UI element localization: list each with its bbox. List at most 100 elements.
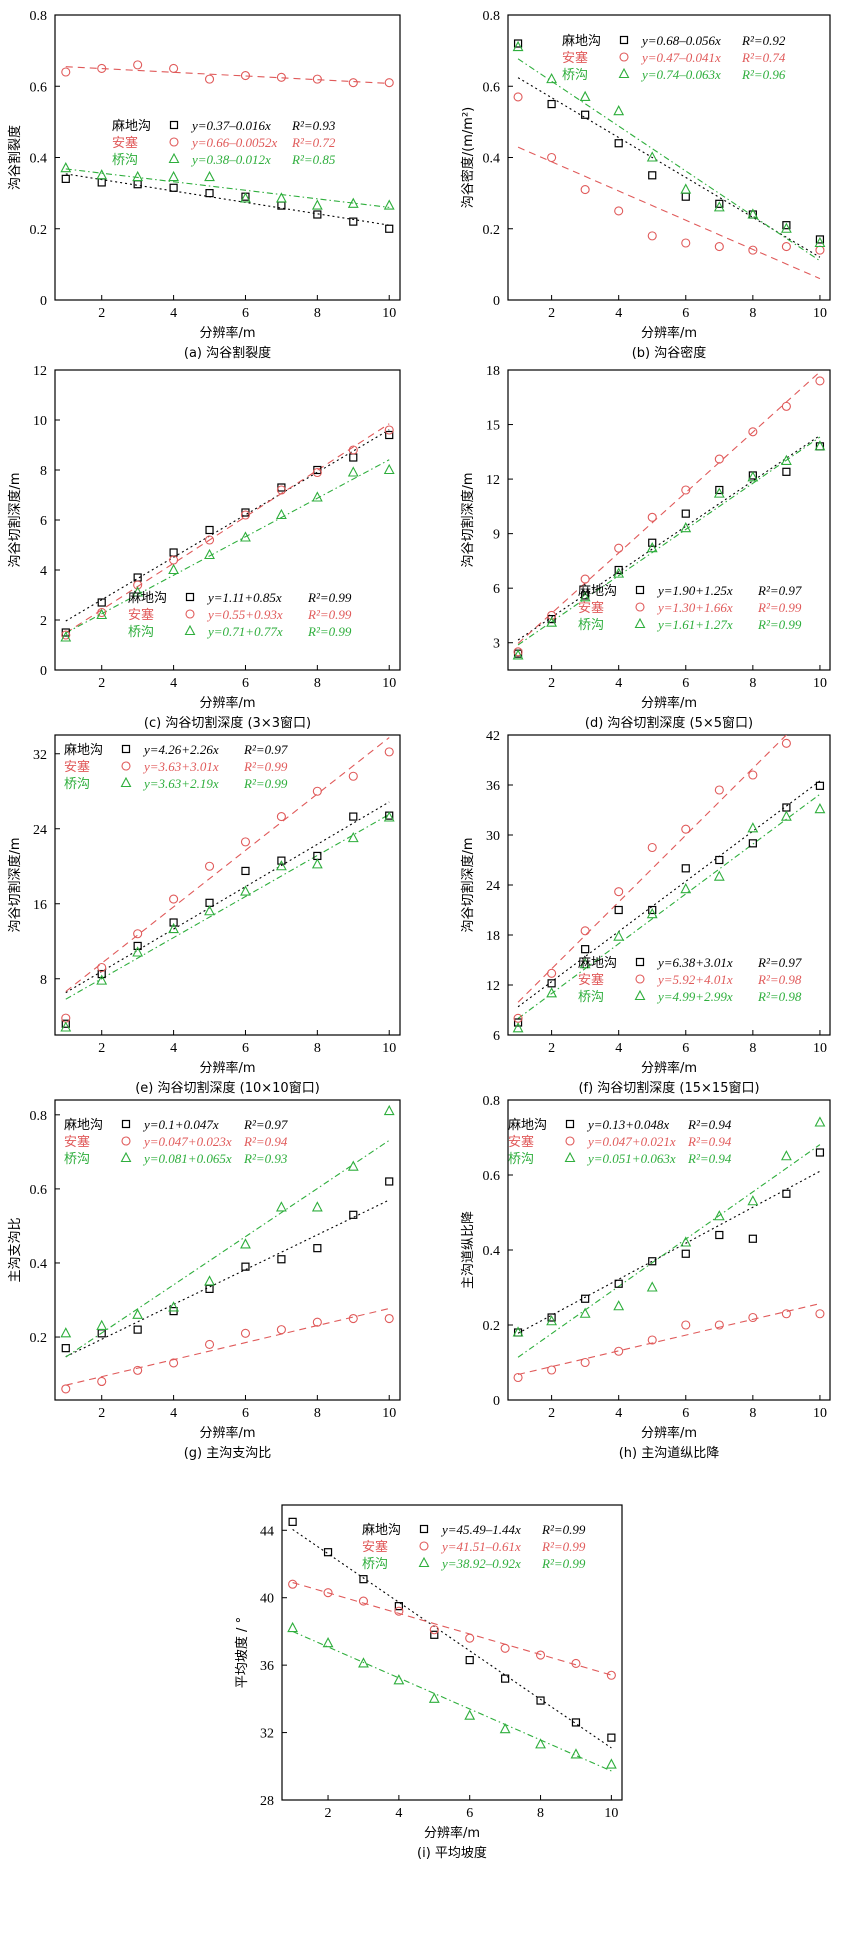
- data-point: [747, 822, 759, 833]
- x-tick-label: 8: [749, 1041, 756, 1056]
- data-point: [169, 894, 179, 904]
- legend-equation: y=4.99+2.99x: [656, 989, 733, 1004]
- chart-panel-b: 2 4 6 8 10 0 0.2 0.4 0.6 0.8 分辨率/m 沟谷密度/(m/m²) (b) 沟…: [460, 9, 831, 361]
- data-point: [748, 839, 757, 848]
- legend-equation: y=1.11+0.85x: [206, 590, 282, 605]
- plot-area: [287, 1517, 617, 1772]
- x-tick-label: 4: [615, 1406, 622, 1421]
- data-point: [512, 40, 524, 52]
- legend-equation: y=1.61+1.27x: [656, 617, 733, 632]
- data-point: [500, 1643, 510, 1653]
- data-point: [546, 72, 558, 84]
- legend-marker: [120, 1151, 132, 1163]
- x-tick-label: 2: [98, 306, 105, 321]
- x-tick-label: 4: [170, 1406, 177, 1421]
- legend-series-name: 桥沟: [362, 1557, 388, 1572]
- y-tick-label: 12: [33, 364, 47, 379]
- x-axis-label: 分辨率/m: [199, 695, 255, 711]
- plot-area: [60, 423, 395, 642]
- data-point: [311, 199, 323, 210]
- data-point: [288, 1517, 297, 1526]
- data-point: [133, 580, 143, 590]
- data-point: [613, 567, 625, 578]
- legend-r2: R²=0.74: [741, 50, 786, 65]
- panel-caption: (h) 主沟道纵比降: [619, 1446, 720, 1461]
- plot-area: [60, 60, 395, 233]
- legend-series-name: 桥沟: [578, 618, 604, 633]
- legend-marker: [619, 52, 629, 62]
- data-point: [348, 771, 358, 781]
- x-axis-label: 分辨率/m: [641, 325, 697, 341]
- x-tick-label: 8: [314, 306, 321, 321]
- legend-marker: [565, 1136, 575, 1146]
- y-tick-label: 36: [260, 1659, 274, 1674]
- x-tick-label: 2: [548, 306, 555, 321]
- data-point: [614, 206, 624, 216]
- x-tick-label: 4: [170, 676, 177, 691]
- data-point: [359, 1575, 368, 1584]
- x-tick-label: 8: [537, 1806, 544, 1821]
- data-point: [385, 430, 394, 440]
- trend-line: [65, 737, 390, 992]
- data-point: [748, 1312, 758, 1323]
- data-point: [312, 1317, 322, 1327]
- data-point: [613, 1300, 625, 1311]
- data-point: [133, 1325, 142, 1334]
- legend-marker: [184, 624, 196, 636]
- data-point: [747, 1195, 759, 1206]
- x-axis-label: 分辨率/m: [641, 1060, 697, 1076]
- x-tick-label: 10: [813, 1406, 827, 1421]
- data-point: [385, 224, 394, 233]
- legend-r2: R²=0.98: [757, 989, 802, 1004]
- data-point: [681, 824, 691, 834]
- data-point: [614, 139, 623, 148]
- x-axis-label: 分辨率/m: [641, 1425, 697, 1441]
- data-point: [169, 1358, 179, 1368]
- data-point: [61, 1019, 70, 1028]
- plot-frame: [54, 1099, 401, 1401]
- y-tick-label: 0.2: [483, 1319, 501, 1334]
- data-point: [349, 217, 358, 226]
- x-tick-label: 10: [382, 1041, 396, 1056]
- data-point: [815, 235, 825, 244]
- legend-equation: y=1.30+1.66x: [656, 600, 733, 615]
- y-axis-label: 沟谷密度/(m/m²): [460, 107, 476, 208]
- data-point: [648, 1257, 657, 1266]
- data-point: [61, 1384, 71, 1394]
- x-tick-label: 8: [749, 676, 756, 691]
- data-point: [313, 1244, 322, 1253]
- x-tick-label: 2: [548, 1041, 555, 1056]
- trend-line: [517, 58, 821, 262]
- y-tick-label: 6: [40, 514, 47, 529]
- data-point: [780, 454, 792, 465]
- data-point: [715, 199, 724, 208]
- x-tick-label: 10: [382, 676, 396, 691]
- data-point: [132, 170, 144, 182]
- data-point: [782, 221, 791, 230]
- data-point: [97, 607, 107, 618]
- y-axis-label: 主沟道纵比降: [461, 1211, 476, 1289]
- legend-r2: R²=0.97: [243, 1117, 288, 1132]
- data-point: [97, 598, 106, 607]
- data-point: [512, 1022, 524, 1033]
- trend-line: [65, 1139, 390, 1358]
- panel-caption: (e) 沟谷切割深度 (10×10窗口): [135, 1080, 320, 1096]
- x-tick-label: 2: [98, 1406, 105, 1421]
- trend-line: [517, 1170, 821, 1334]
- trend-line: [65, 66, 390, 84]
- data-point: [680, 522, 692, 533]
- data-point: [535, 1738, 546, 1749]
- legend-equation: y=0.47–0.041x: [640, 50, 721, 65]
- data-point: [384, 1313, 394, 1324]
- data-point: [547, 1365, 557, 1375]
- data-point: [580, 1357, 590, 1368]
- legend-marker: [635, 585, 645, 595]
- data-point: [348, 1313, 358, 1324]
- x-tick-label: 8: [314, 1041, 321, 1056]
- data-point: [133, 180, 142, 189]
- data-point: [61, 1344, 70, 1353]
- data-point: [168, 922, 180, 934]
- data-point: [815, 781, 825, 790]
- legend-r2: R²=0.99: [541, 1556, 586, 1571]
